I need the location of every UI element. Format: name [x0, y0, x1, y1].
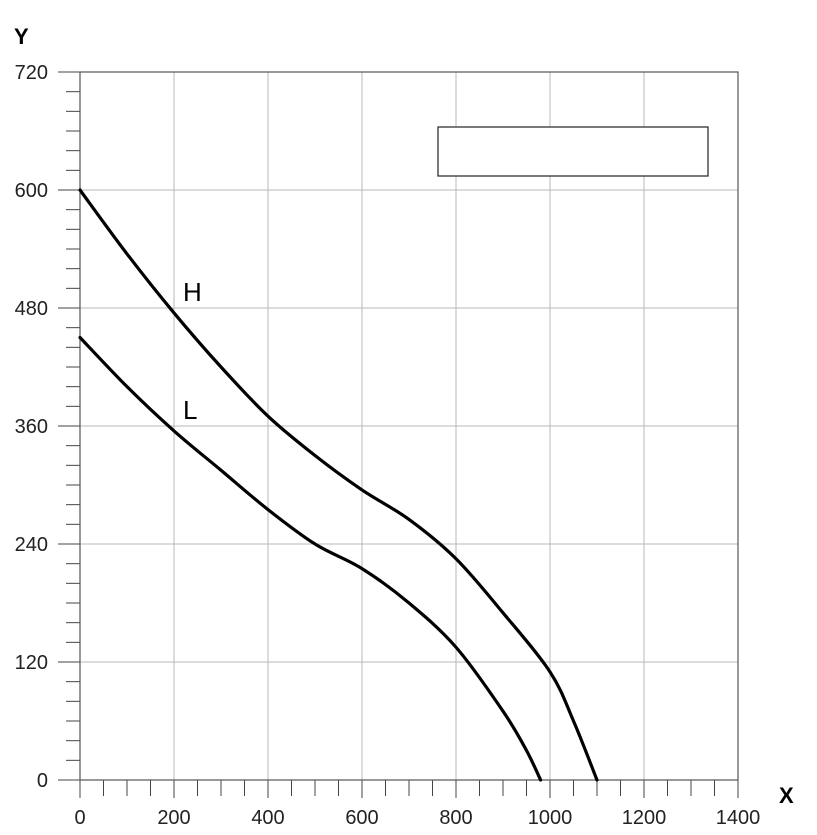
series-line-h [78, 188, 599, 782]
x-tick-label: 0 [74, 807, 85, 829]
x-tick-label: 400 [251, 807, 284, 829]
x-tick-label: 1200 [622, 807, 667, 829]
y-tick-label: 600 [15, 180, 48, 202]
minor-ticks [58, 71, 739, 798]
x-tick-label: 1000 [528, 807, 573, 829]
y-tick-label: 120 [15, 652, 48, 674]
x-tick-label: 800 [439, 807, 472, 829]
series-label-l: L [183, 395, 197, 425]
y-tick-label: 360 [15, 416, 48, 438]
x-tick-label: 1400 [716, 807, 761, 829]
y-axis-title: Y [14, 24, 29, 49]
y-tick-label: 240 [15, 534, 48, 556]
x-axis-title: X [779, 783, 794, 808]
y-tick-labels: 0 120 240 360 480 600 720 [15, 62, 48, 792]
series [78, 188, 599, 782]
legend-box [437, 126, 709, 177]
series-line-l [78, 335, 543, 782]
plot-frame [79, 71, 739, 781]
series-labels: HL [183, 277, 202, 425]
grid [79, 71, 739, 781]
y-tick-label: 0 [37, 770, 48, 792]
x-tick-labels: 0 200 400 600 800 1000 1200 1400 [74, 807, 760, 829]
x-tick-label: 200 [157, 807, 190, 829]
y-tick-label: 720 [15, 62, 48, 84]
series-label-h: H [183, 277, 202, 307]
y-tick-label: 480 [15, 298, 48, 320]
x-tick-label: 600 [345, 807, 378, 829]
